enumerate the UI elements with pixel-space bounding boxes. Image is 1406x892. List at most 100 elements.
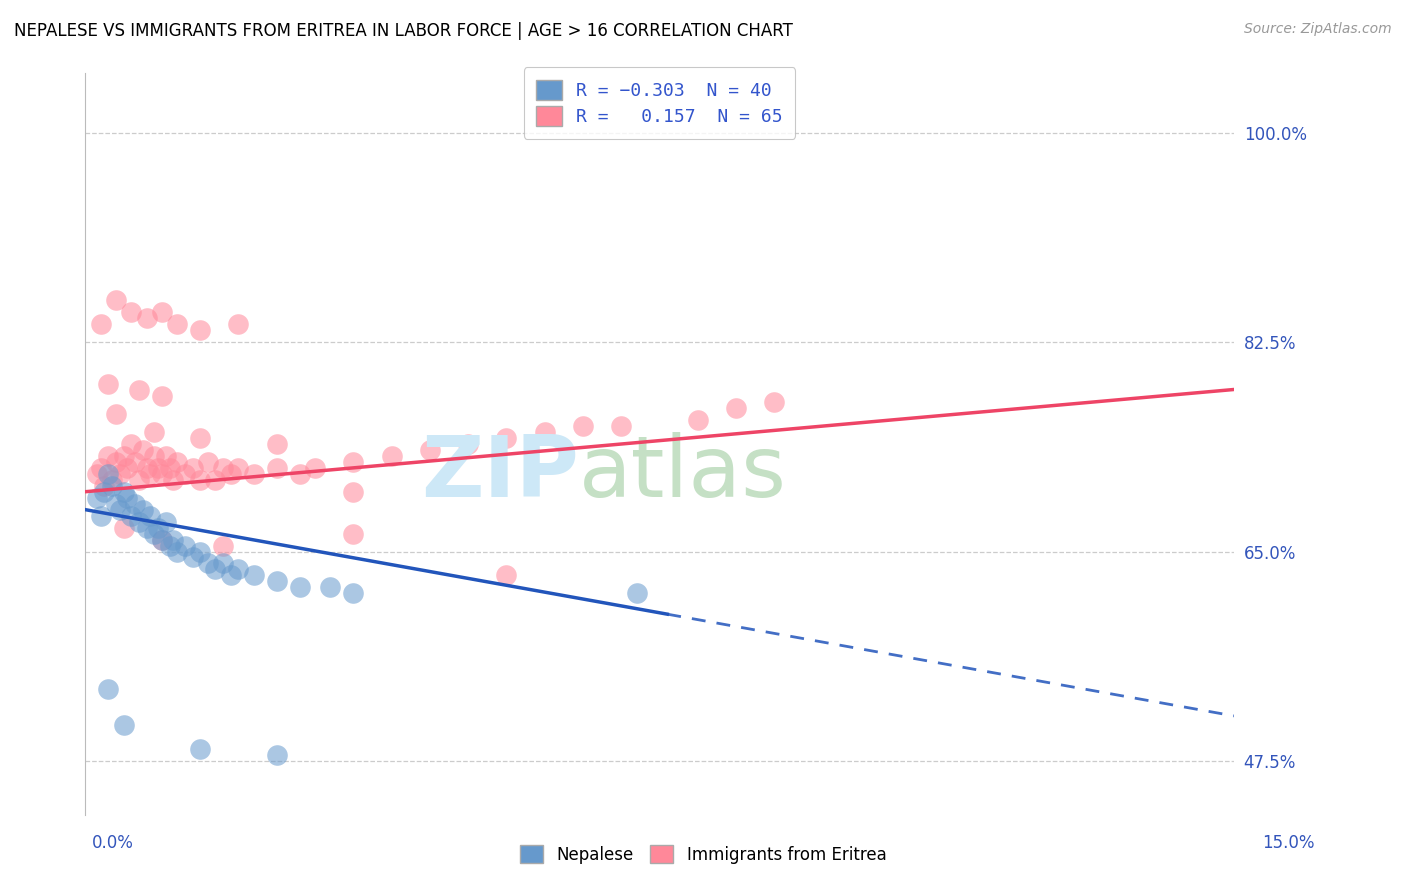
Point: [150, 467, 173, 481]
Point: [166, 455, 188, 469]
Point: [143, 425, 166, 439]
Point: [228, 562, 250, 576]
Point: [266, 460, 288, 475]
Point: [97, 449, 120, 463]
Point: [181, 550, 204, 565]
Point: [112, 484, 135, 499]
Point: [219, 568, 242, 582]
Point: [93, 484, 115, 499]
Point: [188, 741, 211, 756]
Point: [104, 293, 127, 308]
Point: [162, 473, 184, 487]
Point: [132, 502, 155, 516]
Point: [319, 580, 342, 594]
Point: [572, 419, 595, 434]
Point: [117, 460, 139, 475]
Point: [181, 460, 204, 475]
Point: [135, 520, 157, 534]
Point: [188, 323, 211, 337]
Text: Source: ZipAtlas.com: Source: ZipAtlas.com: [1244, 22, 1392, 37]
Point: [120, 508, 142, 523]
Legend: R = −0.303  N = 40, R =   0.157  N = 65: R = −0.303 N = 40, R = 0.157 N = 65: [524, 68, 796, 139]
Point: [155, 449, 177, 463]
Text: 15.0%: 15.0%: [1263, 834, 1315, 852]
Text: ZIP: ZIP: [422, 432, 579, 515]
Point: [228, 460, 250, 475]
Point: [419, 442, 441, 457]
Point: [725, 401, 748, 415]
Point: [166, 544, 188, 558]
Point: [146, 520, 169, 534]
Point: [101, 479, 124, 493]
Point: [143, 526, 166, 541]
Point: [342, 484, 364, 499]
Point: [242, 467, 264, 481]
Point: [162, 533, 184, 547]
Point: [266, 437, 288, 451]
Point: [101, 473, 124, 487]
Point: [288, 580, 311, 594]
Point: [124, 455, 146, 469]
Point: [626, 586, 648, 600]
Point: [139, 467, 162, 481]
Point: [212, 539, 235, 553]
Point: [104, 497, 127, 511]
Point: [90, 318, 112, 332]
Point: [104, 455, 127, 469]
Point: [495, 431, 517, 445]
Point: [135, 311, 157, 326]
Point: [219, 467, 242, 481]
Point: [188, 473, 211, 487]
Point: [610, 419, 633, 434]
Point: [204, 562, 226, 576]
Point: [139, 508, 162, 523]
Point: [150, 389, 173, 403]
Point: [108, 502, 131, 516]
Point: [204, 473, 226, 487]
Point: [342, 455, 364, 469]
Point: [146, 460, 169, 475]
Point: [120, 437, 142, 451]
Point: [159, 539, 181, 553]
Text: NEPALESE VS IMMIGRANTS FROM ERITREA IN LABOR FORCE | AGE > 16 CORRELATION CHART: NEPALESE VS IMMIGRANTS FROM ERITREA IN L…: [14, 22, 793, 40]
Point: [90, 460, 112, 475]
Point: [112, 520, 135, 534]
Point: [197, 557, 219, 571]
Point: [188, 431, 211, 445]
Point: [495, 568, 517, 582]
Point: [120, 305, 142, 319]
Point: [342, 586, 364, 600]
Point: [112, 718, 135, 732]
Point: [128, 473, 150, 487]
Point: [166, 318, 188, 332]
Point: [686, 413, 709, 427]
Point: [93, 479, 115, 493]
Point: [342, 526, 364, 541]
Point: [173, 467, 195, 481]
Point: [150, 305, 173, 319]
Point: [288, 467, 311, 481]
Point: [197, 455, 219, 469]
Point: [128, 515, 150, 529]
Point: [150, 533, 173, 547]
Point: [457, 437, 479, 451]
Point: [533, 425, 555, 439]
Point: [304, 460, 326, 475]
Point: [143, 449, 166, 463]
Point: [381, 449, 404, 463]
Point: [135, 460, 157, 475]
Point: [242, 568, 264, 582]
Point: [212, 557, 235, 571]
Point: [124, 497, 146, 511]
Point: [266, 574, 288, 589]
Point: [159, 460, 181, 475]
Point: [763, 395, 786, 409]
Point: [150, 533, 173, 547]
Point: [90, 508, 112, 523]
Point: [97, 467, 120, 481]
Point: [266, 747, 288, 762]
Point: [228, 318, 250, 332]
Point: [108, 467, 131, 481]
Point: [188, 544, 211, 558]
Point: [86, 491, 108, 505]
